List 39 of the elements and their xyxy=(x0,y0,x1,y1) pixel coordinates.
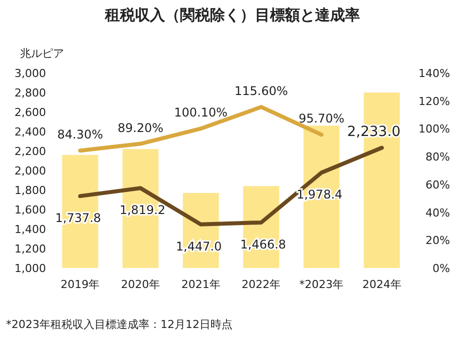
y2-tick-label: 120% xyxy=(418,94,450,108)
chart-title: 租税収入（関税除く）目標額と達成率 xyxy=(104,6,360,24)
y-tick-label: 1,200 xyxy=(14,242,46,256)
data-label: 100.10% xyxy=(174,106,228,120)
y-tick-label: 2,800 xyxy=(14,86,46,100)
y2-tick-label: 20% xyxy=(426,234,450,248)
data-label: 95.70% xyxy=(298,112,344,126)
y-tick-label: 3,000 xyxy=(14,67,46,80)
text: *2023年租税収入目標達成率：12月12日時点 xyxy=(6,318,232,331)
y-tick-label: 1,400 xyxy=(14,223,46,236)
y-tick-label: 2,000 xyxy=(14,164,46,178)
data-label: 89.20% xyxy=(118,120,164,135)
y2-tick-label: 40% xyxy=(426,206,450,220)
data-label: 1,737.8 xyxy=(55,211,102,226)
x-tick-label: *2023年 xyxy=(299,278,344,291)
y2-tick-label: 80% xyxy=(426,150,450,164)
x-tick-label: 2021年 xyxy=(181,278,220,291)
x-tick-label: 2022年 xyxy=(242,278,281,291)
x-tick-label: 2024年 xyxy=(362,278,402,291)
y2-tick-label: 0% xyxy=(432,262,450,275)
data-label: 1,447.0 xyxy=(176,239,222,254)
data-label: 2,233.0 xyxy=(347,124,401,140)
y-tick-label: 2,600 xyxy=(14,106,46,119)
data-label: 1,466.8 xyxy=(240,237,286,252)
data-label: 115.60% xyxy=(234,84,288,98)
data-label: 1,978.4 xyxy=(296,188,342,202)
y-tick-label: 1,600 xyxy=(14,204,46,216)
y2-tick-label: 140% xyxy=(418,67,450,80)
y-tick-label: 2,200 xyxy=(14,145,46,158)
data-label: 84.30% xyxy=(57,128,104,142)
y-axis-title: 兆ルピア xyxy=(20,47,64,60)
data-label: 1,819.2 xyxy=(120,203,166,218)
y-tick-label: 1,800 xyxy=(14,184,46,197)
y2-tick-label: 100% xyxy=(418,122,450,136)
x-tick-label: 2020年 xyxy=(121,278,160,291)
y-tick-label: 1,000 xyxy=(14,262,46,275)
y2-tick-label: 60% xyxy=(426,178,450,192)
x-tick-label: 2019年 xyxy=(60,278,100,291)
y-tick-label: 2,400 xyxy=(14,126,46,138)
